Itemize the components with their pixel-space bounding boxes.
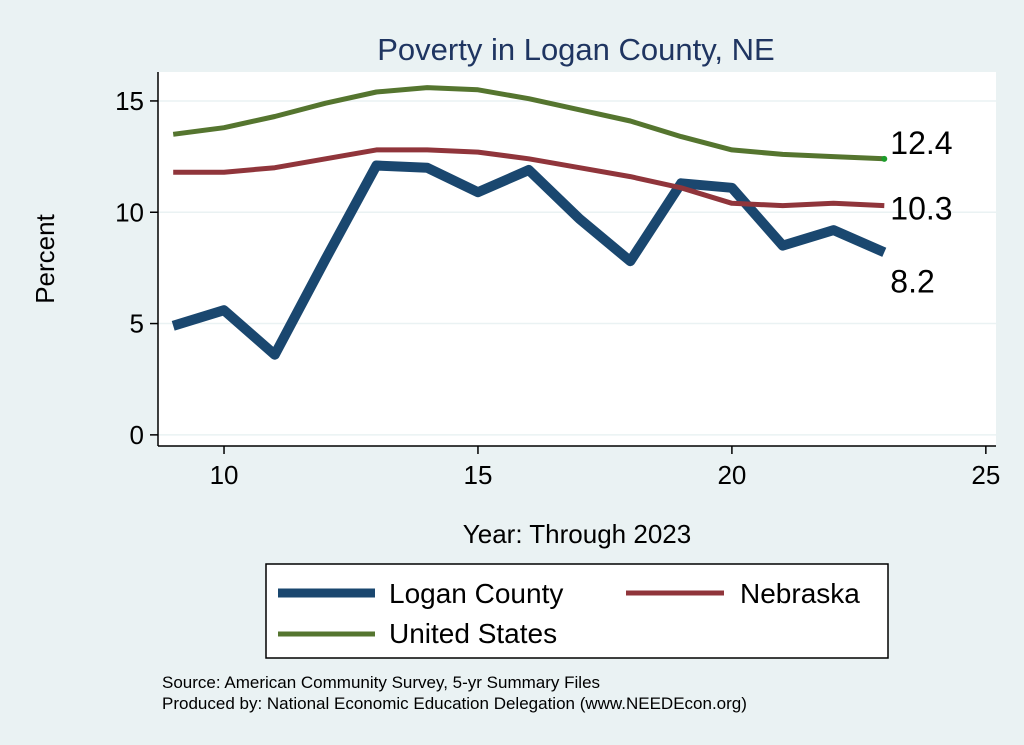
- x-tick-label-15: 15: [464, 460, 493, 490]
- y-tick-label-0: 0: [130, 420, 144, 450]
- series-line-logan-county: [171, 160, 887, 360]
- end-labels: 8.2 10.3 12.4: [890, 125, 952, 300]
- producer-note: Produced by: National Economic Education…: [162, 694, 747, 713]
- series-line-nebraska: [173, 147, 885, 209]
- y-tick-label-5: 5: [130, 309, 144, 339]
- x-tick-label-20: 20: [717, 460, 746, 490]
- legend-box: [265, 563, 889, 659]
- y-axis-label: Percent: [30, 213, 60, 303]
- y-tick-label-10: 10: [115, 197, 144, 227]
- legend-label-logan: Logan County: [389, 578, 563, 609]
- x-axis-label: Year: Through 2023: [463, 519, 691, 549]
- y-ticks: 0 5 10 15: [115, 86, 158, 450]
- legend: Logan County Nebraska United States: [265, 563, 889, 659]
- x-ticks: 10 15 20 25: [210, 446, 1000, 490]
- legend-label-united-states: United States: [389, 618, 557, 649]
- chart-title: Poverty in Logan County, NE: [377, 32, 774, 67]
- plot-area: [158, 72, 996, 446]
- x-tick-label-25: 25: [971, 460, 1000, 490]
- end-label-logan-county: 8.2: [890, 263, 934, 299]
- end-label-nebraska: 10.3: [890, 191, 952, 227]
- end-label-united-states: 12.4: [890, 125, 952, 161]
- series-line-united-states: [172, 85, 885, 162]
- end-marker-united-states: [881, 155, 888, 162]
- y-tick-label-15: 15: [115, 86, 144, 116]
- source-note: Source: American Community Survey, 5-yr …: [162, 673, 600, 692]
- legend-label-nebraska: Nebraska: [740, 578, 860, 609]
- series-lines: [171, 85, 888, 360]
- x-tick-label-10: 10: [210, 460, 239, 490]
